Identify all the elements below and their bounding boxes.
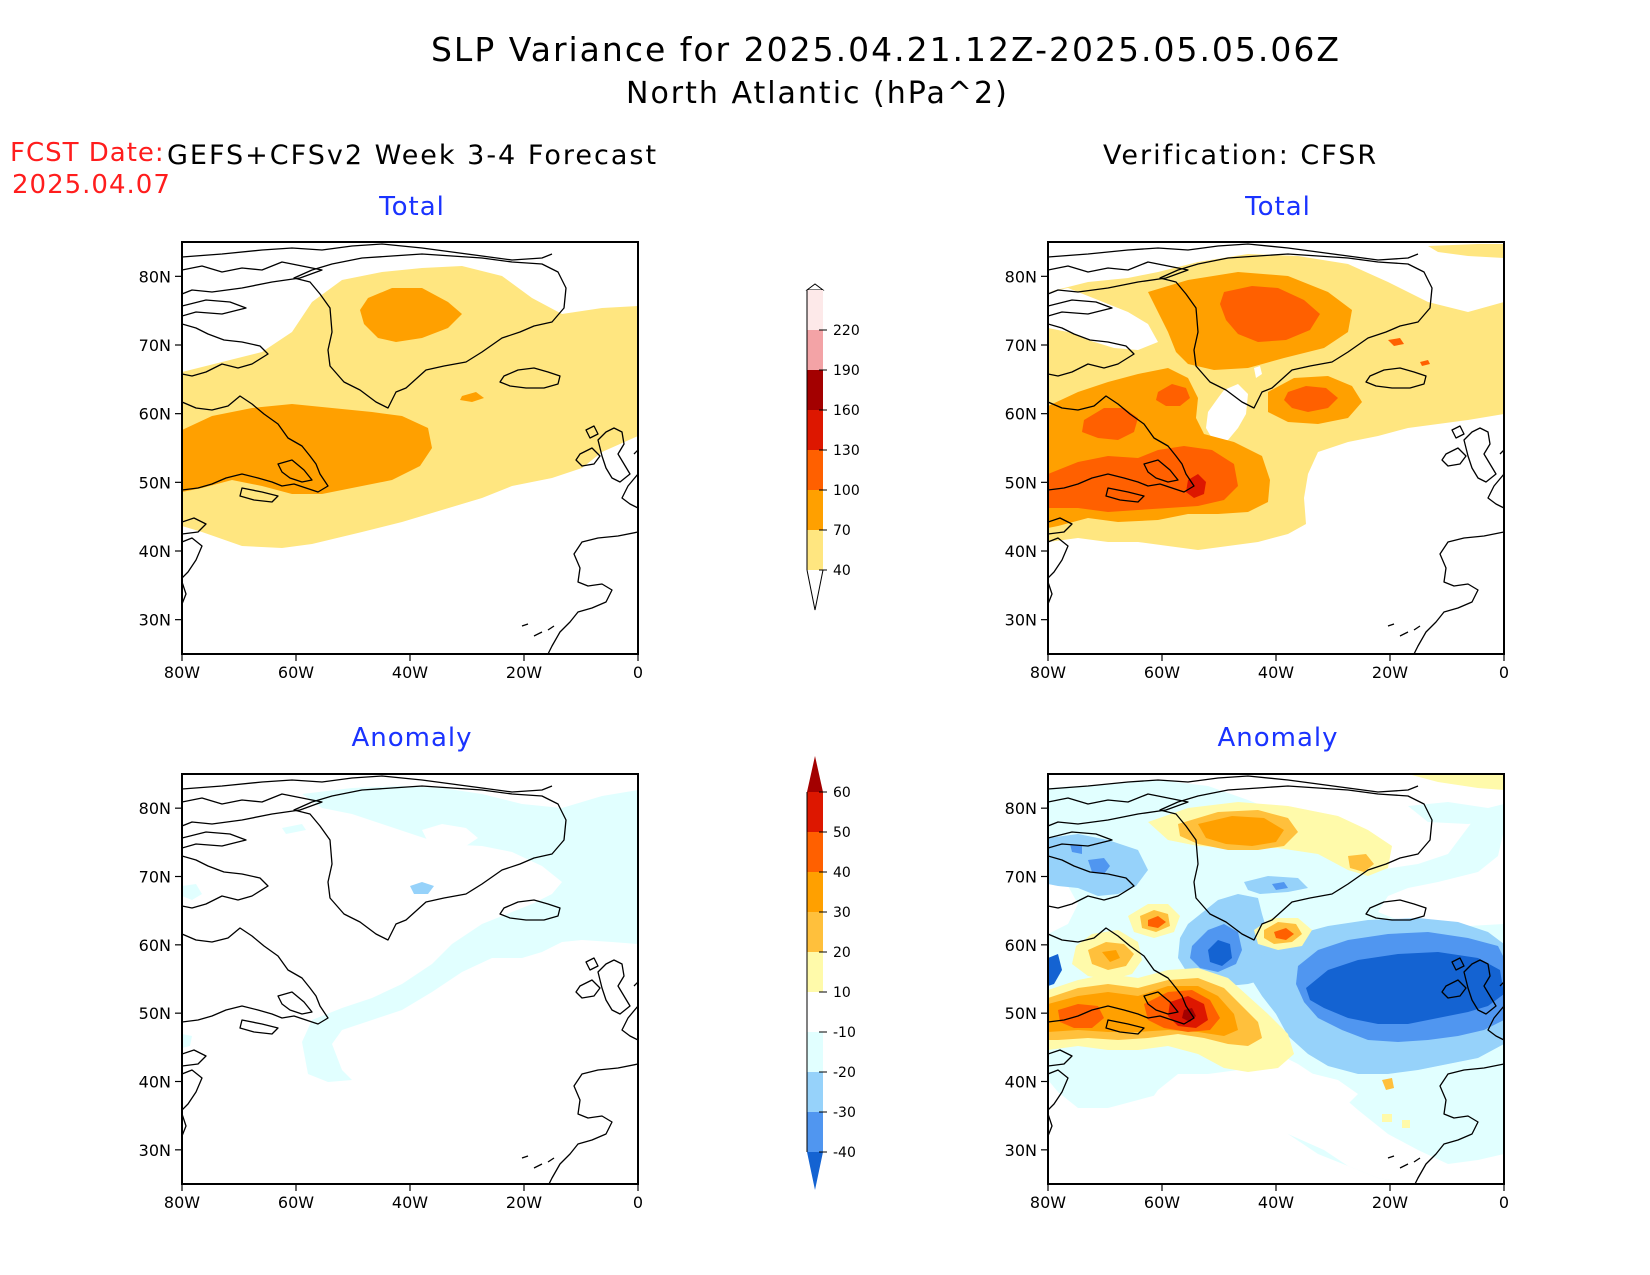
colorbar-segment [807, 1032, 823, 1072]
lon-tick-label: 20W [1372, 663, 1408, 682]
lon-tick-label: 0 [633, 1193, 643, 1212]
lat-tick-label: 80N [1005, 799, 1037, 818]
lon-tick-label: 60W [278, 663, 314, 682]
lon-tick-label: 60W [1144, 663, 1180, 682]
fcst-date-value: 2025.04.07 [12, 170, 171, 200]
colorbar-label: -10 [833, 1025, 856, 1041]
lat-tick-label: 40N [139, 542, 171, 561]
lat-tick-label: 30N [1005, 611, 1037, 630]
forecast-anomaly-map [181, 773, 639, 1185]
lon-tick-label: 40W [1258, 1193, 1294, 1212]
colorbar-top-cap [805, 283, 825, 291]
lat-tick-label: 80N [1005, 267, 1037, 286]
colorbar-segment [807, 530, 823, 570]
lon-tick-label: 40W [392, 1193, 428, 1212]
colorbar-label: -40 [833, 1145, 856, 1161]
lon-tick-label: 60W [1144, 1193, 1180, 1212]
verification-anomaly-title: Anomaly [1217, 723, 1339, 753]
colorbar-segment [807, 912, 823, 952]
colorbar-label: 30 [833, 905, 851, 921]
colorbar-bottom-arrow [807, 1152, 823, 1190]
colorbar-label: 70 [833, 523, 851, 539]
colorbar-segment [807, 290, 823, 330]
lon-tick-label: 20W [506, 1193, 542, 1212]
colorbar-segment [807, 370, 823, 410]
lat-tick-label: 50N [139, 1004, 171, 1023]
colorbar-segment [807, 330, 823, 370]
figure-subtitle: North Atlantic (hPa^2) [626, 76, 1009, 111]
colorbar-segment [807, 792, 823, 832]
verification-column-heading: Verification: CFSR [1103, 140, 1379, 171]
lat-tick-label: 50N [139, 473, 171, 492]
colorbar-segment [807, 1112, 823, 1152]
lon-tick-label: 80W [1030, 663, 1066, 682]
lat-tick-label: 70N [139, 336, 171, 355]
lat-tick-label: 70N [1005, 868, 1037, 887]
lat-tick-label: 60N [1005, 936, 1037, 955]
lon-tick-label: 60W [278, 1193, 314, 1212]
colorbar-label: 40 [833, 563, 851, 579]
lon-tick-label: 80W [164, 663, 200, 682]
lat-tick-label: 30N [139, 611, 171, 630]
lat-tick-label: 70N [139, 868, 171, 887]
colorbar-bottom-cap [806, 569, 824, 611]
colorbar-label: -30 [833, 1105, 856, 1121]
forecast-total-title: Total [379, 192, 445, 222]
lat-tick-label: 40N [1005, 542, 1037, 561]
verification-total-title: Total [1245, 192, 1311, 222]
lon-tick-label: 40W [1258, 663, 1294, 682]
lat-tick-label: 40N [1005, 1073, 1037, 1092]
lat-tick-label: 30N [1005, 1141, 1037, 1160]
verification-total-map [1047, 241, 1505, 655]
lat-tick-label: 30N [139, 1141, 171, 1160]
lon-tick-label: 20W [506, 663, 542, 682]
colorbar-segment [807, 450, 823, 490]
forecast-anomaly-title: Anomaly [351, 723, 473, 753]
lat-tick-label: 70N [1005, 336, 1037, 355]
axis-labels: 80N 70N 60N 50N 40N 30N 80W 60W 40W 20W 0 80N 70N 60N… [139, 267, 1509, 1212]
colorbar-label: 40 [833, 865, 851, 881]
colorbar-label: 190 [833, 363, 860, 379]
colorbar-label: 220 [833, 323, 860, 339]
forecast-column-heading: GEFS+CFSv2 Week 3-4 Forecast [167, 140, 659, 171]
lat-tick-label: 60N [139, 936, 171, 955]
lon-tick-label: 0 [1499, 1193, 1509, 1212]
lat-tick-label: 40N [139, 1073, 171, 1092]
colorbar-label: 130 [833, 443, 860, 459]
total-colorbar: 220 190 160 130 100 70 40 [805, 283, 860, 611]
colorbar-label: 50 [833, 825, 851, 841]
colorbar-segment [807, 1072, 823, 1112]
lon-tick-label: 0 [1499, 663, 1509, 682]
figure-title: SLP Variance for 2025.04.21.12Z-2025.05.… [430, 30, 1342, 69]
lat-tick-label: 60N [139, 405, 171, 424]
lon-tick-label: 80W [1030, 1193, 1066, 1212]
lon-tick-label: 40W [392, 663, 428, 682]
colorbar-label: 160 [833, 403, 860, 419]
forecast-total-map [181, 241, 639, 655]
fcst-date-label: FCST Date: [10, 138, 165, 168]
colorbar-label: 10 [833, 985, 851, 1001]
lon-tick-label: 80W [164, 1193, 200, 1212]
lon-tick-label: 20W [1372, 1193, 1408, 1212]
colorbar-segment [807, 952, 823, 992]
anomaly-colorbar: 60 50 40 30 20 10 -10 -20 -30 -40 [806, 756, 856, 1190]
lat-tick-label: 50N [1005, 473, 1037, 492]
colorbar-top-arrow [807, 756, 823, 792]
colorbar-segment [807, 832, 823, 872]
lat-tick-label: 80N [139, 799, 171, 818]
colorbar-label: 100 [833, 483, 860, 499]
colorbar-label: 20 [833, 945, 851, 961]
lat-tick-label: 80N [139, 267, 171, 286]
colorbar-segment [807, 410, 823, 450]
colorbar-segment [807, 992, 823, 1032]
colorbar-label: -20 [833, 1065, 856, 1081]
lat-tick-label: 60N [1005, 405, 1037, 424]
colorbar-segment [807, 490, 823, 530]
colorbar-segment [807, 872, 823, 912]
lon-tick-label: 0 [633, 663, 643, 682]
colorbar-label: 60 [833, 785, 851, 801]
lat-tick-label: 50N [1005, 1004, 1037, 1023]
verification-anomaly-map [1047, 773, 1505, 1185]
